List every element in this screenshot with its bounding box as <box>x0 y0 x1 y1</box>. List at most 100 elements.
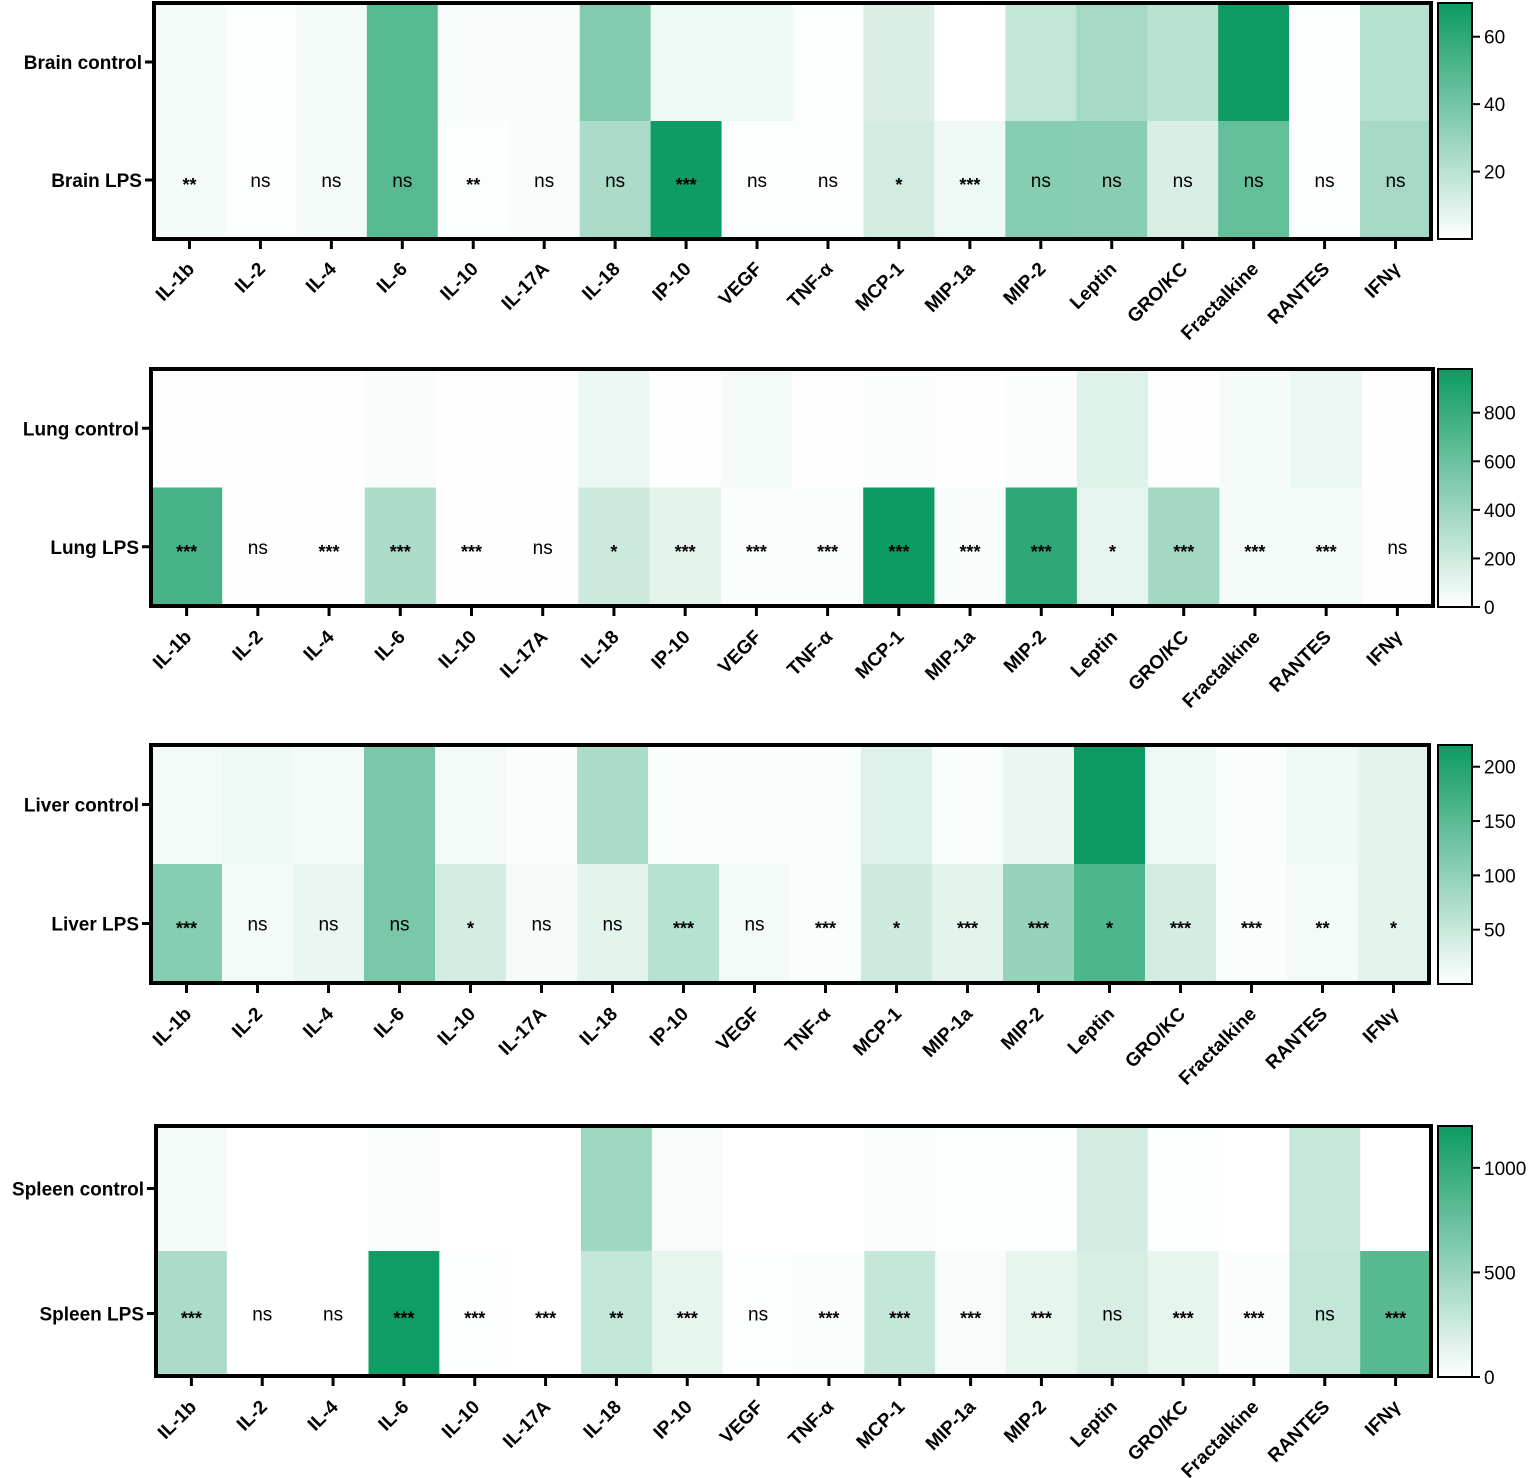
liver-col-label: GRO/KC <box>1121 1003 1190 1072</box>
brain-cell <box>508 3 581 122</box>
spleen-col-label: IL-10 <box>438 1397 484 1443</box>
brain-significance-label: ns <box>747 171 767 192</box>
liver-col-label: IL-10 <box>434 1004 480 1050</box>
lung-cell <box>364 487 437 607</box>
lung-cell <box>863 487 936 607</box>
spleen-col-label: GRO/KC <box>1124 1396 1193 1465</box>
brain-frame <box>152 1 1433 241</box>
lung-cell <box>934 487 1007 607</box>
lung-cell <box>151 487 223 607</box>
spleen-cell <box>1218 1126 1290 1252</box>
spleen-cell <box>1289 1251 1361 1377</box>
liver-row-label: Liver control <box>24 796 139 817</box>
liver-cell <box>1074 864 1146 984</box>
liver-significance-label: *** <box>1241 919 1262 939</box>
lung-significance-label: *** <box>960 542 981 562</box>
liver-significance-label: ns <box>247 915 267 936</box>
spleen-significance-label: *** <box>1031 1309 1052 1329</box>
lung-significance-label: *** <box>461 542 482 562</box>
brain-col-label: VEGF <box>715 259 766 310</box>
brain-significance-label: ** <box>182 175 196 195</box>
spleen-significance-label: *** <box>464 1309 485 1329</box>
liver-col-label: IL-17A <box>495 1003 551 1059</box>
brain-cell <box>508 121 581 240</box>
spleen-cell <box>297 1251 370 1377</box>
liver-frame <box>149 743 1431 985</box>
brain-cell <box>366 121 439 240</box>
liver-cell <box>790 864 862 984</box>
brain-significance-label: * <box>895 175 902 195</box>
lung-colorbar-tick-label: 200 <box>1484 549 1516 570</box>
brain-cell <box>579 121 652 240</box>
spleen-col-label: VEGF <box>716 1397 767 1448</box>
brain-cell <box>1218 121 1290 240</box>
brain-significance-label: ns <box>1315 171 1335 192</box>
lung-cell <box>151 369 223 489</box>
liver-significance-label: *** <box>176 919 197 939</box>
lung-cell <box>1219 487 1292 607</box>
liver-significance-label: ns <box>602 915 622 936</box>
spleen-cell <box>297 1126 370 1252</box>
brain-significance-label: ** <box>466 175 480 195</box>
spleen-cell <box>1218 1251 1290 1377</box>
liver-cell <box>1003 745 1075 865</box>
brain-cell <box>934 121 1006 240</box>
lung-frame <box>149 367 1435 608</box>
spleen-col-label: IFNγ <box>1361 1396 1405 1440</box>
brain-cell <box>1218 3 1290 122</box>
lung-cell <box>507 487 579 607</box>
brain-significance-label: ns <box>818 171 838 192</box>
brain-significance-label: ns <box>1244 171 1264 192</box>
liver-significance-label: *** <box>673 919 694 939</box>
brain-cell <box>579 3 652 122</box>
brain-col-label: MIP-2 <box>1000 259 1051 310</box>
liver-col-label: IL-18 <box>576 1004 622 1050</box>
brain-cell <box>154 121 226 240</box>
lung-cell <box>720 487 793 607</box>
brain-col-label: IP-10 <box>649 259 696 306</box>
liver-cell <box>577 745 649 865</box>
lung-col-label: MIP-2 <box>1000 627 1051 678</box>
liver-significance-label: *** <box>1028 919 1049 939</box>
lung-colorbar-tick-label: 600 <box>1484 452 1516 473</box>
spleen-cell <box>1360 1126 1432 1252</box>
brain-col-label: MCP-1 <box>852 258 909 315</box>
brain-cell <box>154 3 226 122</box>
lung-cell <box>222 369 295 489</box>
brain-cell <box>1360 3 1432 122</box>
lung-cell <box>435 369 508 489</box>
lung-cell <box>1219 369 1292 489</box>
brain-cell <box>224 121 297 240</box>
brain-cell <box>863 3 935 122</box>
spleen-col-label: IL-6 <box>375 1397 414 1436</box>
brain-cell <box>863 121 935 240</box>
spleen-significance-label: *** <box>818 1309 839 1329</box>
lung-cell <box>1361 487 1434 607</box>
brain-col-label: Leptin <box>1066 259 1121 314</box>
lung-significance-label: *** <box>390 542 411 562</box>
lung-significance-label: *** <box>1173 542 1194 562</box>
lung-row-label: Lung LPS <box>50 538 139 559</box>
spleen-significance-label: ** <box>609 1309 623 1329</box>
brain-col-label: IL-4 <box>302 258 341 297</box>
brain-significance-label: ns <box>1102 171 1122 192</box>
brain-colorbar-tick-label: 60 <box>1484 28 1505 49</box>
spleen-col-label: MCP-1 <box>853 1396 910 1453</box>
liver-cell <box>364 864 436 984</box>
liver-cell <box>932 864 1004 984</box>
brain-row-label: Brain LPS <box>51 171 142 192</box>
liver-col-label: IP-10 <box>646 1004 693 1051</box>
liver-cell <box>932 745 1004 865</box>
lung-significance-label: *** <box>817 542 838 562</box>
spleen-significance-label: *** <box>181 1309 202 1329</box>
spleen-significance-label: *** <box>393 1309 414 1329</box>
spleen-cell <box>793 1126 865 1252</box>
liver-significance-label: ns <box>531 915 551 936</box>
brain-cell <box>1289 121 1361 240</box>
spleen-cell <box>510 1251 582 1377</box>
spleen-row-label: Spleen LPS <box>39 1305 144 1326</box>
spleen-significance-label: *** <box>535 1309 556 1329</box>
liver-cell <box>364 745 436 865</box>
lung-cell <box>293 369 366 489</box>
brain-cell <box>792 3 865 122</box>
